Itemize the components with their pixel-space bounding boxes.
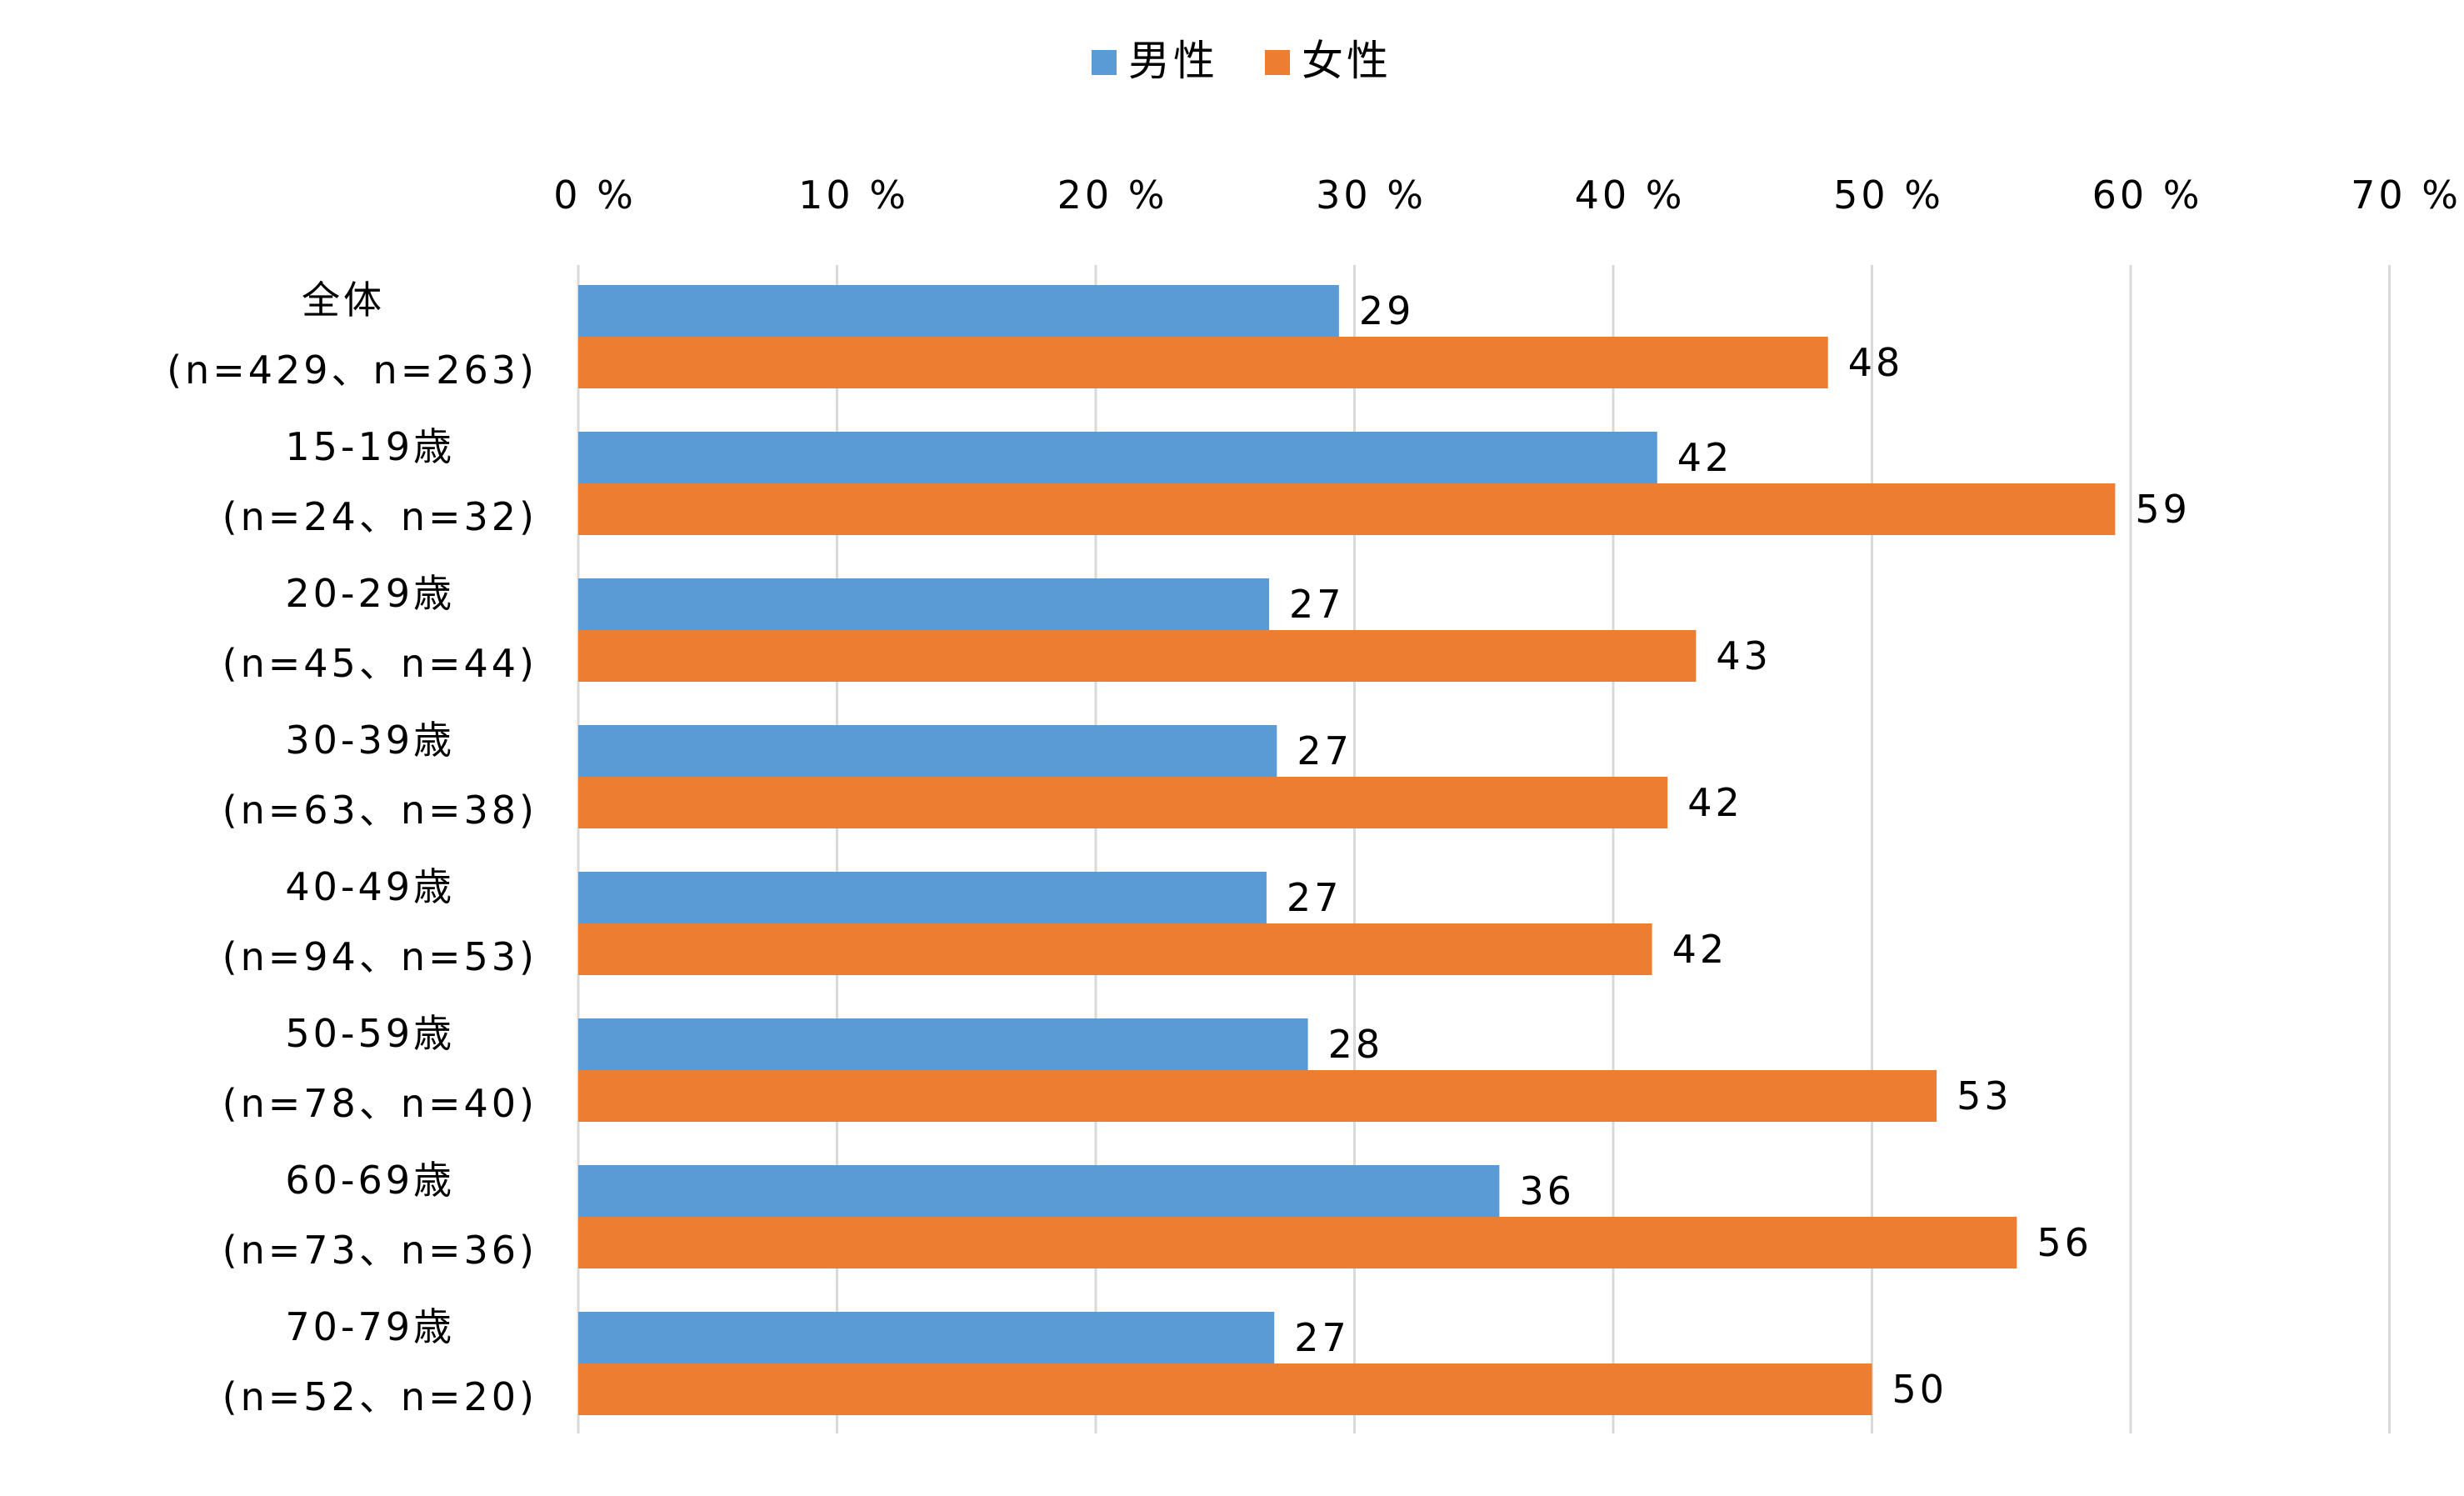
x-tick-label: 20 %: [1057, 173, 1168, 218]
bar-female: [578, 1070, 1937, 1122]
legend-label: 女性: [1302, 37, 1392, 85]
data-label: 36: [1519, 1168, 1575, 1213]
legend-swatch: [1092, 50, 1117, 75]
data-label: 48: [1848, 340, 1904, 385]
data-label: 53: [1957, 1073, 2012, 1118]
legend-label: 男性: [1128, 37, 1218, 85]
bar-female: [578, 1363, 1872, 1415]
category-sublabel: (n=94、n=53): [222, 934, 537, 979]
bar-female: [578, 1217, 2017, 1268]
bar-male: [578, 725, 1277, 777]
x-tick-label: 10 %: [798, 173, 909, 218]
data-label: 27: [1294, 1315, 1350, 1360]
legend: 男性 女性: [1092, 37, 1392, 85]
x-tick-label: 70 %: [2351, 173, 2462, 218]
x-tick-label: 40 %: [1575, 173, 1686, 218]
category-label: 全体: [302, 278, 385, 323]
category-sublabel: (n=45、n=44): [222, 641, 537, 686]
category-sublabel: (n=24、n=32): [222, 494, 537, 539]
bar-male: [578, 285, 1339, 337]
bar-male: [578, 872, 1267, 923]
bar-male: [578, 1312, 1275, 1363]
data-label: 56: [2037, 1220, 2092, 1265]
bar-female: [578, 337, 1828, 388]
category-label: 30-39歳: [285, 718, 455, 763]
data-label: 27: [1289, 582, 1345, 627]
category-label: 50-59歳: [285, 1011, 455, 1056]
category-sublabel: (n=73、n=36): [222, 1228, 537, 1273]
data-label: 28: [1328, 1022, 1384, 1067]
category-sublabel: (n=63、n=38): [222, 788, 537, 833]
data-label: 29: [1359, 288, 1415, 333]
category-label: 60-69歳: [285, 1158, 455, 1203]
bar-female: [578, 923, 1652, 975]
bar-female: [578, 630, 1697, 682]
category-label: 40-49歳: [285, 864, 455, 909]
data-label: 42: [1677, 435, 1733, 480]
category-sublabel: (n=429、n=263): [167, 348, 537, 393]
data-label: 27: [1297, 728, 1352, 773]
bars: [578, 285, 2116, 1415]
category-label: 15-19歳: [285, 424, 455, 469]
bar-female: [578, 483, 2116, 535]
data-label: 27: [1287, 875, 1342, 920]
x-tick-label: 60 %: [2092, 173, 2203, 218]
data-label: 50: [1892, 1367, 1948, 1412]
category-label: 20-29歳: [285, 571, 455, 616]
x-tick-label: 0 %: [553, 173, 637, 218]
x-axis-ticks: 0 % 10 % 20 % 30 % 40 % 50 % 60 % 70 %: [553, 173, 2462, 218]
bar-female: [578, 777, 1668, 828]
bar-male: [578, 1018, 1308, 1070]
legend-swatch: [1265, 50, 1290, 75]
bar-male: [578, 1165, 1500, 1217]
bar-male: [578, 578, 1270, 630]
x-tick-label: 50 %: [1833, 173, 1944, 218]
value-labels: 29 48 42 59 27 43 27 42 27 42 28 53 36 56 27 50: [1287, 288, 2191, 1412]
bar-male: [578, 432, 1657, 483]
data-label: 42: [1687, 780, 1743, 825]
category-sublabel: (n=78、n=40): [222, 1081, 537, 1126]
data-label: 59: [2135, 487, 2191, 532]
category-label: 70-79歳: [285, 1304, 455, 1349]
data-label: 42: [1672, 927, 1728, 972]
x-tick-label: 30 %: [1316, 173, 1427, 218]
category-labels: 全体 (n=429、n=263) 15-19歳 (n=24、n=32) 20-29歳 (n…: [167, 278, 537, 1419]
category-sublabel: (n=52、n=20): [222, 1374, 537, 1419]
data-label: 43: [1716, 633, 1772, 678]
